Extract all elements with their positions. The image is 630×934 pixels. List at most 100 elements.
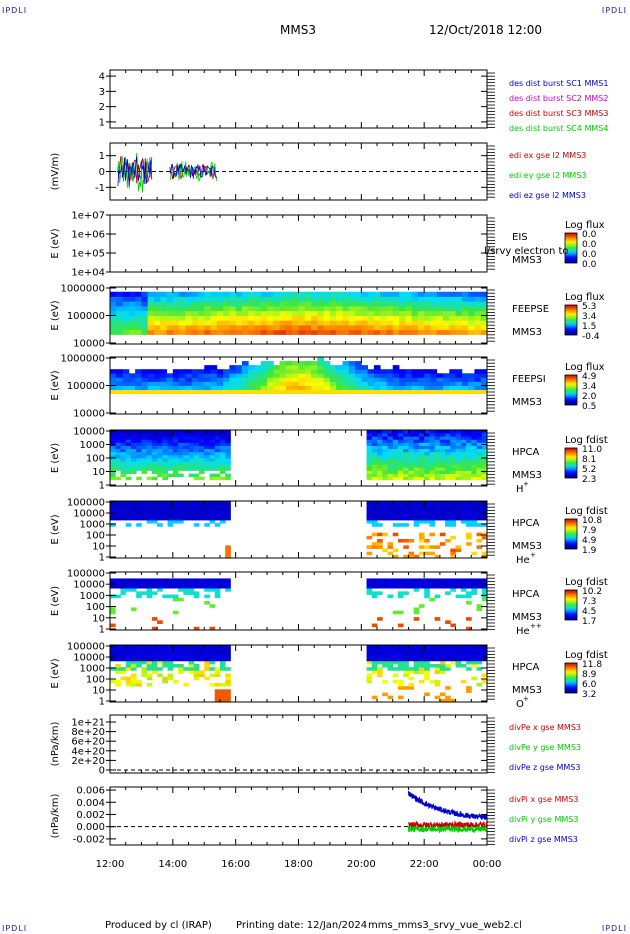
spectro-cell xyxy=(128,381,136,386)
spectro-cell xyxy=(204,329,211,335)
spectro-cell xyxy=(116,377,123,382)
spectro-cell xyxy=(387,594,394,599)
spectro-cell xyxy=(125,445,132,450)
spectro-cell xyxy=(439,448,446,453)
spectro-cell xyxy=(397,664,404,668)
spectro-cell xyxy=(141,645,148,649)
y-tick-label: 8e+20 xyxy=(71,727,105,738)
spectro-cell xyxy=(204,648,210,652)
spectro-cell xyxy=(455,451,462,456)
spectro-cell xyxy=(229,306,237,312)
spectro-cell xyxy=(210,310,218,316)
spectro-cell xyxy=(193,448,200,453)
spectro-cell xyxy=(235,306,243,312)
spectro-cell xyxy=(125,433,132,437)
spectro-cell xyxy=(450,430,456,434)
spectro-cell xyxy=(120,516,127,521)
spectro-cell xyxy=(434,510,441,515)
spectro-cell xyxy=(125,470,132,474)
spectro-cell xyxy=(120,507,127,511)
spectro-cell xyxy=(120,510,127,515)
spectro-cell xyxy=(429,433,436,437)
spectro-cell xyxy=(136,464,142,468)
spectro-cell xyxy=(125,584,132,589)
spectro-cell xyxy=(413,445,420,450)
spectro-cell xyxy=(225,584,231,589)
spectro-cell xyxy=(429,504,436,508)
spectro-cell xyxy=(125,664,132,668)
spectro-cell xyxy=(361,385,369,390)
spectro-cell xyxy=(214,670,221,674)
spectro-cell xyxy=(405,325,412,331)
spectro-cell xyxy=(147,325,155,331)
spectro-cell xyxy=(329,329,337,335)
spectro-cell xyxy=(167,461,174,465)
spectro-cell xyxy=(403,470,409,474)
spectro-cell xyxy=(273,320,281,326)
spectro-cell xyxy=(188,648,195,652)
spectro-cell xyxy=(382,654,388,659)
spectro-cell xyxy=(471,470,477,474)
spectro-cell xyxy=(424,306,431,312)
spectro-cell xyxy=(397,448,404,453)
spectro-cell xyxy=(147,381,155,386)
spectro-cell xyxy=(125,501,132,505)
y-tick-label: 10000 xyxy=(73,427,105,438)
spectro-cell xyxy=(130,464,137,468)
spectro-cell xyxy=(429,476,436,481)
spectro-cell xyxy=(135,306,142,312)
spectro-cell xyxy=(110,523,116,527)
spectro-cell xyxy=(167,504,174,508)
spectro-cell xyxy=(197,306,205,312)
spectro-cell xyxy=(439,454,446,459)
spacecraft-label: MMS3 xyxy=(512,470,542,481)
spectro-cell xyxy=(172,504,179,508)
spectro-cell xyxy=(110,448,116,453)
spectro-cell xyxy=(480,373,488,378)
spectro-cell xyxy=(172,473,179,478)
spectro-cell xyxy=(188,451,195,456)
spectro-cell xyxy=(476,473,483,478)
spectro-cell xyxy=(125,448,132,453)
spectro-cell xyxy=(188,473,195,478)
spectro-cell xyxy=(122,373,130,378)
spectro-cell xyxy=(471,676,477,681)
spectro-cell xyxy=(387,664,394,668)
spectro-cell xyxy=(298,310,306,316)
spectro-cell xyxy=(110,430,116,434)
spectro-cell xyxy=(377,470,383,474)
spectro-cell xyxy=(397,454,404,459)
spectro-cell xyxy=(157,501,163,505)
spectro-cell xyxy=(317,369,325,374)
spectro-cell xyxy=(455,436,462,440)
spectro-cell xyxy=(443,291,450,297)
spectro-cell xyxy=(430,373,438,378)
spectro-cell xyxy=(219,513,226,518)
spectro-cell xyxy=(199,516,205,521)
colorbar-tick-label: -0.4 xyxy=(582,332,600,342)
spectro-cell xyxy=(468,315,475,321)
spectro-cell xyxy=(418,545,425,549)
spectro-cell xyxy=(355,291,362,297)
spectro-cell xyxy=(204,578,210,583)
spectro-cell xyxy=(434,545,441,549)
spectro-cell xyxy=(146,504,153,508)
spectro-cell xyxy=(162,513,168,518)
species-charge: + xyxy=(530,551,536,559)
spectro-cell xyxy=(183,516,189,521)
spectro-cell xyxy=(214,433,221,437)
spectro-cell xyxy=(172,381,180,386)
spectro-cell xyxy=(136,594,142,599)
spectro-cell xyxy=(392,648,399,652)
spectro-cell xyxy=(476,660,483,665)
x-tick-label: 18:00 xyxy=(284,859,313,870)
spectro-cell xyxy=(254,369,262,374)
spectro-cell xyxy=(455,329,463,335)
spectro-cell xyxy=(151,442,158,446)
spectro-cell xyxy=(397,657,404,662)
spectro-cell xyxy=(481,467,488,471)
spectro-cell xyxy=(122,369,130,374)
spectro-cell xyxy=(481,578,488,583)
spectro-cell xyxy=(408,501,415,505)
spectro-cell xyxy=(411,310,419,316)
